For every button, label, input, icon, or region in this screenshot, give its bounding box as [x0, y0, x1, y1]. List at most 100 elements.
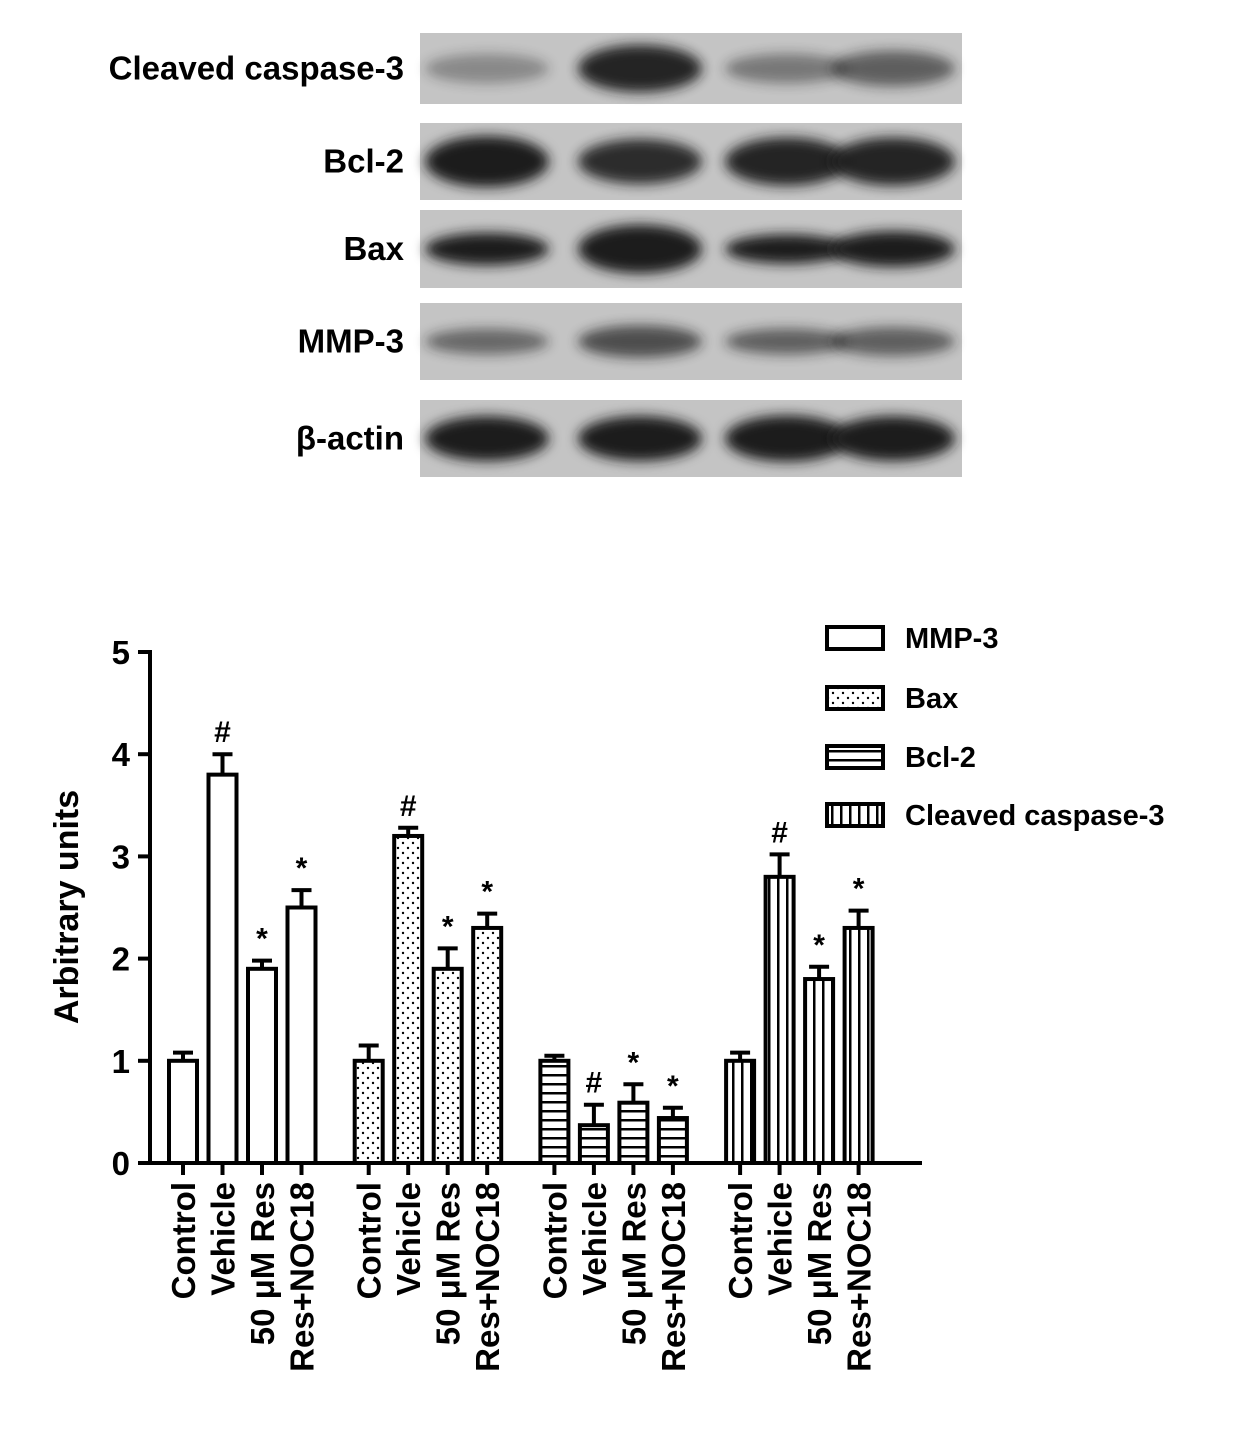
- bar: [167, 1058, 199, 1166]
- x-tick-label: 50 μM Res: [244, 1182, 281, 1345]
- blot-band: [425, 232, 549, 266]
- error-bar: [477, 911, 498, 928]
- error-bar: [583, 1102, 604, 1126]
- bar-chart: Arbitrary units 0 1 2 3 4 5 Control # Vehicle * 50…: [48, 605, 1193, 1372]
- error-bar: [623, 1082, 644, 1103]
- error-bar: [769, 852, 790, 877]
- error-bar: [730, 1050, 751, 1061]
- error-bar: [398, 825, 419, 836]
- bar: [206, 772, 239, 1165]
- blot-band: [831, 50, 955, 87]
- legend-label: Cleaved caspase-3: [905, 800, 1165, 832]
- blot-label: Bax: [343, 230, 404, 267]
- blot-band: [578, 139, 702, 184]
- x-tick-label: Control: [351, 1182, 388, 1299]
- x-tick-label: Control: [722, 1182, 759, 1299]
- western-blot: Cleaved caspase-3 Bcl-2 Bax MMP-3 β-actin: [109, 33, 962, 477]
- blot-band: [578, 224, 702, 274]
- bar: [285, 905, 318, 1165]
- bar: [724, 1058, 757, 1166]
- significance-marker: *: [296, 852, 308, 885]
- blot-label: MMP-3: [298, 323, 404, 360]
- blot-band: [725, 328, 849, 355]
- error-bar: [252, 958, 272, 969]
- blot-label: Bcl-2: [323, 143, 404, 180]
- x-tick-label: Vehicle: [576, 1182, 613, 1296]
- y-axis-label: Arbitrary units: [48, 790, 86, 1024]
- legend-swatch: [825, 802, 885, 828]
- blot-band: [831, 137, 955, 186]
- x-tick-label: Vehicle: [205, 1182, 242, 1296]
- bar: [246, 966, 278, 1165]
- blot-band: [425, 53, 549, 84]
- bar: [431, 966, 464, 1165]
- bar: [352, 1058, 385, 1166]
- y-tick-label: 4: [112, 736, 131, 773]
- error-bar: [662, 1105, 683, 1119]
- x-tick-label: Control: [536, 1182, 573, 1299]
- blot-band: [578, 325, 702, 358]
- x-tick-label: Res+NOC18: [841, 1182, 878, 1372]
- blot-label: Cleaved caspase-3: [109, 50, 404, 87]
- blot-band: [831, 231, 955, 267]
- legend-label: Bcl-2: [905, 742, 976, 774]
- blot-label: β-actin: [296, 420, 404, 457]
- y-tick-label: 5: [112, 634, 130, 671]
- significance-marker: #: [400, 790, 417, 823]
- blot-band: [578, 44, 702, 93]
- legend-swatch: [825, 744, 885, 770]
- blot-band: [725, 137, 849, 186]
- x-tick-label: Vehicle: [762, 1182, 799, 1296]
- x-tick-label: Res+NOC18: [655, 1182, 692, 1372]
- y-tick-label: 3: [112, 838, 130, 875]
- significance-marker: *: [628, 1046, 640, 1079]
- bar: [617, 1100, 650, 1166]
- error-bar: [212, 752, 233, 775]
- bar: [471, 925, 504, 1165]
- significance-marker: *: [667, 1070, 679, 1103]
- legend-swatch: [825, 625, 885, 651]
- x-tick-label: Control: [165, 1182, 202, 1299]
- blot-band: [425, 135, 549, 188]
- blot-band: [425, 416, 549, 461]
- legend-label: MMP-3: [905, 623, 998, 655]
- blot-band: [725, 53, 849, 84]
- bar: [763, 874, 796, 1166]
- bar: [538, 1058, 571, 1166]
- x-tick-label: 50 μM Res: [801, 1182, 838, 1345]
- x-tick-label: Res+NOC18: [469, 1182, 506, 1372]
- blot-band: [425, 328, 549, 355]
- y-tick-label: 1: [112, 1043, 130, 1080]
- y-tick-label: 2: [112, 941, 130, 978]
- bar: [392, 833, 425, 1166]
- significance-marker: *: [442, 910, 454, 943]
- significance-marker: *: [853, 873, 865, 906]
- blot-band: [831, 327, 955, 356]
- bar: [656, 1116, 689, 1165]
- x-tick-label: Res+NOC18: [284, 1182, 321, 1372]
- x-tick-label: 50 μM Res: [430, 1182, 467, 1345]
- legend-swatch: [825, 685, 885, 711]
- significance-marker: *: [813, 929, 825, 962]
- significance-marker: *: [481, 876, 493, 909]
- error-bar: [437, 946, 458, 969]
- significance-marker: #: [214, 716, 231, 749]
- error-bar: [358, 1043, 379, 1061]
- significance-marker: #: [586, 1067, 603, 1100]
- bar: [577, 1123, 610, 1166]
- legend-label: Bax: [905, 683, 958, 715]
- error-bar: [291, 888, 312, 908]
- x-tick-label: 50 μM Res: [615, 1182, 652, 1345]
- x-tick-label: Vehicle: [390, 1182, 427, 1296]
- error-bar: [848, 908, 869, 928]
- blot-band: [725, 234, 849, 264]
- bar: [803, 977, 836, 1165]
- significance-marker: *: [256, 923, 268, 956]
- y-tick-label: 0: [112, 1145, 130, 1182]
- error-bar: [173, 1050, 193, 1061]
- blot-band: [831, 416, 955, 461]
- blot-band: [578, 416, 702, 461]
- error-bar: [544, 1053, 565, 1061]
- error-bar: [809, 964, 830, 980]
